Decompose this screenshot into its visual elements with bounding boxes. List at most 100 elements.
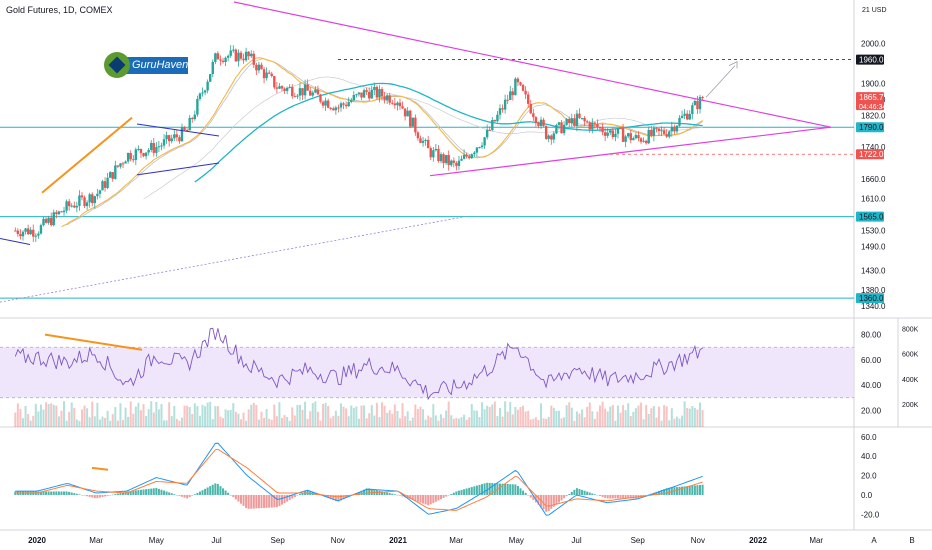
badge-support-3: 1360.0	[859, 294, 884, 303]
candle-body	[306, 84, 309, 91]
macd-histogram-bar	[519, 488, 522, 495]
candle-body	[414, 117, 417, 133]
macd-histogram-bar	[116, 493, 119, 495]
channel-lower-line	[136, 162, 220, 176]
macd-histogram-bar	[581, 489, 584, 495]
volume-bar	[545, 418, 548, 427]
volume-bar	[524, 411, 527, 427]
volume-bar	[132, 413, 135, 427]
volume-bar	[250, 404, 253, 427]
macd-histogram-bar	[452, 492, 455, 495]
macd-axis-label: 60.0	[861, 433, 877, 442]
volume-bar	[268, 418, 271, 427]
volume-bar	[324, 402, 327, 427]
candle-body	[188, 117, 191, 131]
macd-histogram-bar	[157, 488, 160, 495]
candle-body	[583, 117, 586, 122]
macd-histogram-bar	[619, 494, 622, 499]
macd-histogram-bar	[293, 494, 296, 498]
macd-histogram-bar	[122, 492, 125, 495]
candle-body	[642, 140, 645, 142]
candle-body	[419, 138, 422, 143]
candle-body	[665, 134, 668, 137]
macd-histogram-bar	[168, 492, 171, 495]
candle-body	[585, 121, 589, 123]
volume-bar	[93, 416, 96, 427]
volume-bar	[588, 402, 591, 427]
bollinger-band-line	[143, 76, 703, 200]
macd-histogram-bar	[678, 486, 681, 495]
volume-bar	[101, 416, 104, 427]
macd-histogram-bar	[147, 488, 150, 495]
candle-body	[588, 122, 591, 130]
macd-histogram-bar	[342, 494, 345, 500]
macd-histogram-bar	[145, 489, 148, 495]
candle-body	[42, 218, 45, 226]
macd-histogram-bar	[260, 494, 263, 509]
candle-body	[26, 228, 30, 235]
macd-histogram-bar	[532, 494, 535, 501]
candle-body	[262, 69, 266, 79]
candle-body	[691, 105, 694, 115]
volume-bar	[352, 407, 355, 427]
candle-body	[457, 160, 461, 166]
volume-bar	[47, 403, 50, 427]
candle-body	[475, 147, 479, 153]
volume-bar	[519, 407, 522, 427]
candle-body	[673, 126, 676, 132]
candle-body	[460, 158, 463, 161]
price-axis-label: 1660.0	[861, 175, 886, 184]
macd-histogram-bar	[111, 494, 114, 496]
macd-histogram-bar	[586, 491, 589, 495]
macd-histogram-bar	[229, 494, 232, 496]
candle-body	[275, 87, 279, 89]
candle-body	[498, 108, 502, 115]
volume-bar	[547, 416, 550, 427]
macd-histogram-bar	[475, 485, 478, 495]
candle-body	[657, 128, 661, 132]
macd-histogram-bar	[193, 494, 196, 495]
macd-histogram-bar	[616, 494, 619, 499]
candle-body	[185, 130, 189, 132]
volume-bar	[696, 409, 699, 427]
candle-body	[65, 201, 68, 211]
badge-support-mid-bg	[856, 122, 884, 133]
macd-histogram-bar	[424, 494, 427, 505]
macd-histogram-bar	[255, 494, 258, 509]
volume-bar	[699, 402, 702, 427]
time-axis-label: 2022	[749, 536, 767, 545]
candle-body	[650, 129, 653, 136]
macd-histogram-bar	[501, 483, 504, 495]
candle-body	[337, 107, 340, 109]
volume-axis-label: 200K	[902, 402, 919, 409]
candle-body	[506, 99, 509, 101]
candle-body	[362, 90, 366, 98]
volume-bar	[327, 405, 330, 427]
candle-body	[209, 74, 212, 82]
volume-bar	[91, 401, 94, 427]
candle-body	[550, 135, 553, 140]
candle-body	[32, 229, 35, 237]
macd-histogram-bar	[68, 491, 71, 495]
macd-histogram-bar	[50, 491, 53, 495]
candle-body	[367, 91, 371, 99]
candle-body	[639, 138, 643, 142]
candle-body	[67, 201, 71, 207]
macd-histogram-bar	[437, 494, 440, 501]
macd-histogram-bar	[70, 492, 73, 495]
candle-body	[288, 86, 291, 88]
volume-bar	[440, 414, 443, 427]
candle-body	[465, 154, 468, 157]
macd-histogram-bar	[98, 494, 101, 498]
macd-histogram-bar	[645, 494, 648, 496]
price-axis-currency: 21 USD	[862, 7, 887, 14]
badge-support-2: 1565.0	[859, 213, 884, 222]
candle-body	[326, 100, 330, 108]
candle-body	[93, 196, 96, 204]
candle-body	[357, 92, 361, 95]
macd-histogram-bar	[224, 490, 227, 495]
volume-bar	[619, 412, 622, 427]
macd-histogram-bar	[96, 494, 99, 499]
candle-body	[267, 72, 271, 74]
